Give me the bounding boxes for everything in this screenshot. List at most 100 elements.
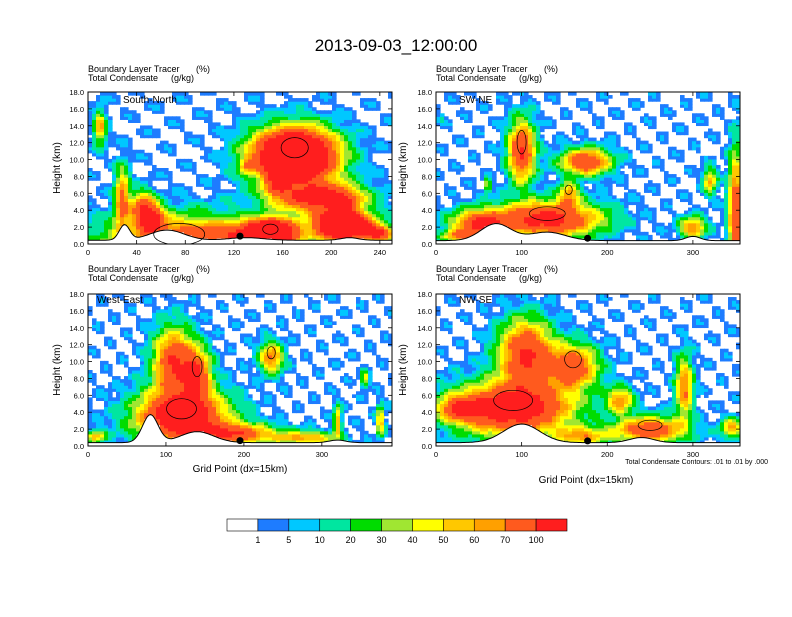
tracer-cell bbox=[188, 95, 193, 99]
tracer-cell bbox=[148, 171, 153, 175]
tracer-cell bbox=[468, 150, 473, 154]
tracer-cell bbox=[152, 186, 157, 190]
tracer-cell bbox=[512, 92, 517, 96]
tracer-cell bbox=[112, 92, 117, 96]
tracer-cell bbox=[660, 198, 665, 202]
tracer-cell bbox=[172, 183, 177, 187]
tracer-cell bbox=[560, 107, 565, 111]
tracer-cell bbox=[180, 119, 185, 123]
tracer-cell bbox=[500, 92, 505, 96]
tracer-cell bbox=[552, 180, 557, 184]
tracer-cell bbox=[532, 98, 537, 102]
tracer-cell bbox=[200, 198, 205, 202]
tracer-cell bbox=[284, 92, 289, 96]
tracer-cell bbox=[436, 104, 441, 108]
tracer-cell bbox=[580, 125, 585, 129]
tracer-cell bbox=[100, 208, 105, 212]
tracer-cell bbox=[680, 214, 685, 218]
x-tick-label: 200 bbox=[325, 248, 338, 257]
x-tick-label: 160 bbox=[276, 248, 289, 257]
tracer-cell bbox=[196, 135, 201, 139]
tracer-cell bbox=[620, 171, 625, 175]
tracer-cell bbox=[512, 104, 517, 108]
tracer-cell bbox=[196, 107, 201, 111]
tracer-cell bbox=[440, 204, 445, 208]
tracer-cell bbox=[580, 98, 585, 102]
tracer-cell bbox=[564, 107, 569, 111]
panel-subtitle-condensate-unit: (g/kg) bbox=[519, 73, 542, 83]
tracer-cell bbox=[208, 92, 213, 96]
tracer-cell bbox=[156, 168, 161, 172]
tracer-cell bbox=[648, 144, 653, 148]
tracer-cell bbox=[676, 122, 681, 126]
tracer-cell bbox=[280, 104, 285, 108]
tracer-cell bbox=[216, 122, 221, 126]
tracer-cell bbox=[632, 214, 637, 218]
tracer-cell bbox=[252, 113, 257, 117]
tracer-cell bbox=[164, 116, 169, 120]
tracer-cell bbox=[276, 107, 281, 111]
tracer-cell bbox=[160, 189, 165, 193]
tracer-cell bbox=[616, 107, 621, 111]
tracer-cell bbox=[116, 95, 121, 99]
tracer-cell bbox=[164, 189, 169, 193]
tracer-cell bbox=[312, 107, 317, 111]
tracer-cell bbox=[684, 125, 689, 129]
tracer-cell bbox=[624, 174, 629, 178]
tracer-cell bbox=[232, 101, 237, 105]
tracer-cell bbox=[460, 165, 465, 169]
tracer-cell bbox=[88, 195, 93, 199]
tracer-cell bbox=[480, 168, 485, 172]
tracer-cell bbox=[596, 92, 601, 96]
tracer-cell bbox=[576, 122, 581, 126]
tracer-cell bbox=[376, 165, 381, 169]
tracer-cell bbox=[176, 183, 181, 187]
tracer-cell bbox=[372, 125, 377, 129]
tracer-cell bbox=[144, 153, 149, 157]
tracer-cell bbox=[88, 101, 93, 105]
tracer-cell bbox=[636, 98, 641, 102]
tracer-cell bbox=[656, 132, 661, 136]
tracer-cell bbox=[188, 186, 193, 190]
tracer-cell bbox=[556, 92, 561, 96]
y-tick-label: 12.0 bbox=[69, 139, 84, 148]
y-tick-label: 6.0 bbox=[74, 189, 84, 198]
location-marker bbox=[237, 233, 244, 240]
tracer-cell bbox=[668, 174, 673, 178]
tracer-cell bbox=[132, 110, 137, 114]
tracer-cell bbox=[372, 162, 377, 166]
tracer-cell bbox=[248, 92, 253, 96]
tracer-cell bbox=[124, 135, 129, 139]
tracer-cell bbox=[152, 128, 157, 132]
y-tick-label: 2.0 bbox=[74, 223, 84, 232]
tracer-cell bbox=[452, 159, 457, 163]
tracer-cell bbox=[120, 135, 125, 139]
tracer-cell bbox=[492, 171, 497, 175]
tracer-cell bbox=[548, 116, 553, 120]
tracer-cell bbox=[108, 92, 113, 96]
tracer-cell bbox=[168, 116, 173, 120]
x-tick-label: 240 bbox=[374, 248, 387, 257]
tracer-cell bbox=[88, 138, 93, 142]
tracer-cell bbox=[304, 98, 309, 102]
tracer-cell bbox=[448, 159, 453, 163]
tracer-cell bbox=[472, 177, 477, 181]
tracer-cell bbox=[160, 168, 165, 172]
tracer-cell bbox=[636, 165, 641, 169]
tracer-cell bbox=[356, 119, 361, 123]
tracer-cell bbox=[664, 132, 669, 136]
tracer-cell bbox=[628, 211, 633, 215]
tracer-cell bbox=[124, 107, 129, 111]
tracer-cell bbox=[492, 144, 497, 148]
tracer-cell bbox=[140, 125, 145, 129]
tracer-cell bbox=[136, 113, 141, 117]
tracer-cell bbox=[336, 104, 341, 108]
tracer-cell bbox=[144, 125, 149, 129]
tracer-cell bbox=[608, 107, 613, 111]
tracer-cell bbox=[384, 113, 389, 117]
tracer-cell bbox=[640, 232, 645, 236]
tracer-cell bbox=[652, 183, 657, 187]
x-tick-label: 120 bbox=[228, 248, 241, 257]
tracer-cell bbox=[140, 177, 145, 181]
tracer-cell bbox=[616, 135, 621, 139]
